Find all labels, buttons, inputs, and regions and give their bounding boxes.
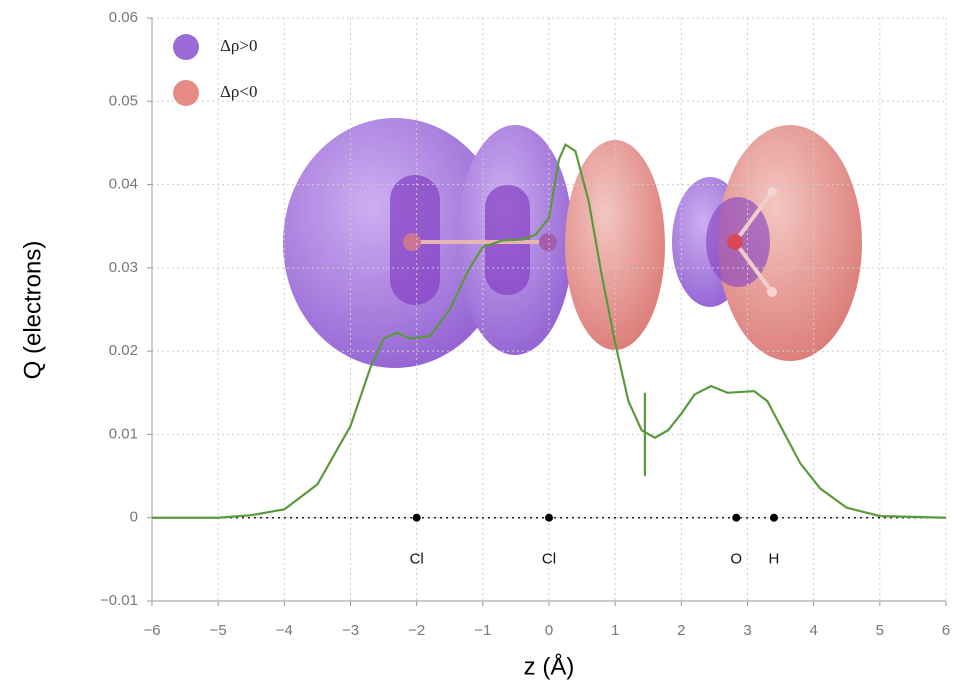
x-axis-label: z (Å) bbox=[524, 652, 575, 680]
x-tick-label: 3 bbox=[743, 622, 751, 639]
y-tick-label: 0.06 bbox=[109, 9, 138, 26]
x-tick-label: −1 bbox=[474, 622, 491, 639]
atom-point bbox=[545, 514, 553, 522]
x-tick-label: 6 bbox=[942, 622, 950, 639]
legend-swatch bbox=[173, 80, 199, 106]
x-tick-label: 4 bbox=[809, 622, 817, 639]
atom-label: Cl bbox=[542, 551, 556, 568]
chart: z (Å) Q (electrons) −0.01 0 0.01 0.02 0.03 0.… bbox=[0, 0, 955, 683]
y-tick-label: 0.01 bbox=[109, 425, 138, 442]
legend-swatch bbox=[173, 34, 199, 60]
x-tick-label: −3 bbox=[342, 622, 359, 639]
y-tick-label: 0.04 bbox=[109, 176, 138, 193]
y-axis-label: Q (electrons) bbox=[19, 241, 46, 380]
x-tick-label: −6 bbox=[143, 622, 160, 639]
atom-label: H bbox=[769, 551, 780, 568]
x-tick-label: −5 bbox=[210, 622, 227, 639]
legend-label: Δρ>0 bbox=[220, 36, 258, 55]
atom-label: O bbox=[730, 551, 742, 568]
x-tick-label: 2 bbox=[677, 622, 685, 639]
y-tick-label: 0.03 bbox=[109, 259, 138, 276]
x-tick-label: −2 bbox=[408, 622, 425, 639]
y-tick-label: 0.05 bbox=[109, 92, 138, 109]
atom-point bbox=[770, 514, 778, 522]
molecule-image bbox=[283, 118, 862, 368]
x-tick-label: −4 bbox=[276, 622, 293, 639]
legend-label: Δρ<0 bbox=[220, 82, 258, 101]
atom-point bbox=[732, 514, 740, 522]
y-tick-label: 0 bbox=[130, 509, 138, 526]
atom-point bbox=[413, 514, 421, 522]
atom-label: Cl bbox=[410, 551, 424, 568]
x-tick-label: 0 bbox=[545, 622, 553, 639]
y-tick-label: 0.02 bbox=[109, 342, 138, 359]
x-tick-label: 5 bbox=[876, 622, 884, 639]
y-tick-label: −0.01 bbox=[100, 592, 138, 609]
x-tick-label: 1 bbox=[611, 622, 619, 639]
